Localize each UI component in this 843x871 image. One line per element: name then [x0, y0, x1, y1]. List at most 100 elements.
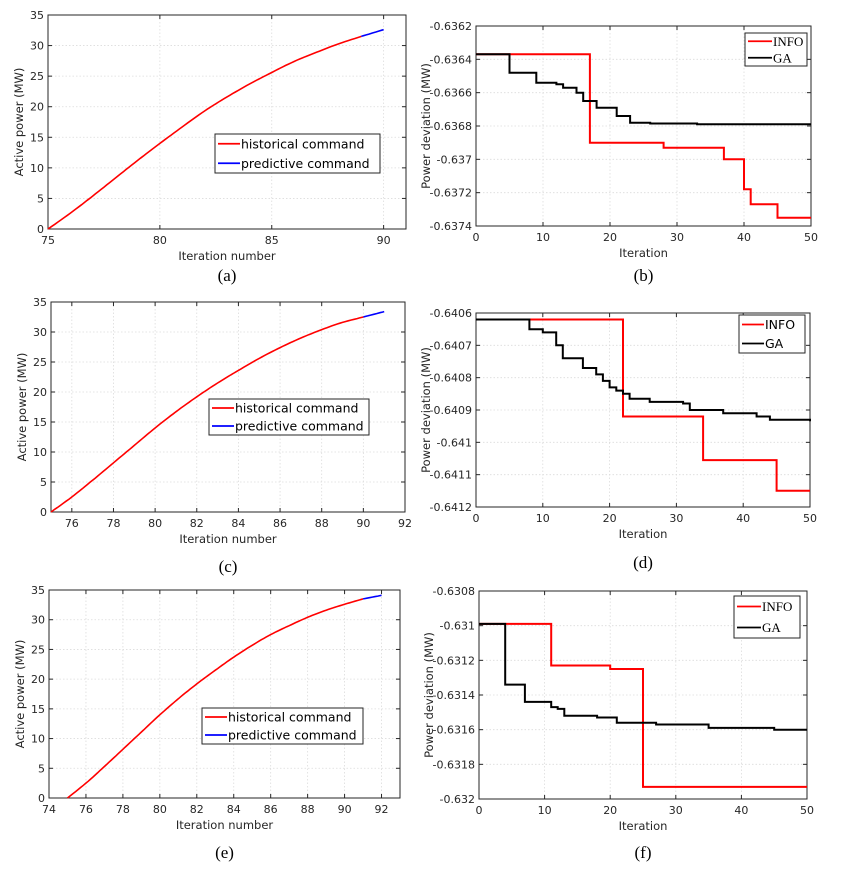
x-tick-label: 10 [536, 231, 550, 244]
y-tick-label: 30 [30, 40, 44, 53]
x-tick-label: 82 [190, 517, 204, 530]
legend-box [733, 595, 801, 639]
x-tick-label: 78 [106, 517, 120, 530]
legend-box [744, 32, 808, 67]
series-line-predictive-command [361, 28, 384, 38]
y-tick-label: 35 [33, 296, 47, 309]
y-tick-label: 35 [30, 9, 44, 22]
x-axis-label: Iteration [619, 246, 668, 260]
y-tick-label: -0.6412 [430, 501, 472, 514]
x-tick-label: 76 [79, 803, 93, 816]
series-line-historical-command [67, 598, 364, 799]
legend-label: GA [762, 620, 781, 635]
y-tick-label: 20 [30, 101, 44, 114]
x-tick-label: 0 [476, 804, 483, 817]
legend-label: INFO [773, 34, 803, 49]
y-tick-label: -0.632 [440, 793, 475, 806]
legend-label: historical command [228, 710, 351, 725]
y-axis-label: Active power (MW) [12, 68, 26, 177]
legend: historical command predictive command [208, 398, 370, 436]
y-axis-label: Power deviation (MW) [419, 347, 433, 473]
subplot-caption: (b) [634, 266, 654, 285]
y-tick-label: -0.6318 [433, 758, 475, 771]
series-line-ga [479, 622, 807, 731]
y-tick-label: 30 [31, 614, 45, 627]
subplot-f: 0 10 20 30 40 50 -0.632 -0.6318 -0.6316 -0.6314 -0… [422, 585, 814, 862]
subplot-b: 0 10 20 30 40 50 -0.6374 -0.6372 -0.637 -0.6368 -0… [419, 20, 818, 285]
subplot-caption: (f) [635, 843, 652, 862]
y-tick-label: 20 [31, 673, 45, 686]
y-tick-label: 15 [33, 416, 47, 429]
x-tick-label: 0 [473, 231, 480, 244]
subplot-caption: (a) [218, 266, 237, 285]
x-tick-label: 76 [65, 517, 79, 530]
y-tick-label: -0.6406 [430, 307, 472, 320]
series-line-info [476, 318, 810, 492]
y-tick-label: -0.6407 [430, 339, 472, 352]
legend-label: predictive command [228, 728, 357, 743]
legend-box [201, 707, 364, 745]
axes-box [48, 589, 401, 799]
x-tick-label: 86 [273, 517, 287, 530]
legend-label: historical command [235, 401, 358, 416]
x-axis-label: Iteration number [178, 249, 276, 263]
x-tick-label: 50 [800, 804, 814, 817]
subplot-caption: (e) [215, 843, 234, 862]
subplot-d: 0 10 20 30 40 50 -0.6412 -0.6411 -0.641 -0.6409 -0… [419, 307, 817, 572]
x-tick-label: 92 [398, 517, 412, 530]
y-tick-label: 30 [33, 326, 47, 339]
subplot-caption: (d) [633, 553, 653, 572]
subplot-a: 75 80 85 90 0 5 10 15 20 25 30 35 Iteration number Ac… [12, 9, 407, 285]
y-tick-label: 35 [31, 584, 45, 597]
series-line-ga [476, 318, 811, 422]
x-axis-label: Iteration [619, 527, 668, 541]
x-tick-label: 92 [375, 803, 389, 816]
legend-label: GA [773, 50, 792, 65]
y-tick-label: 15 [31, 703, 45, 716]
x-tick-label: 0 [473, 512, 480, 525]
y-axis-label: Power deviation (MW) [419, 63, 433, 189]
x-tick-label: 78 [116, 803, 130, 816]
x-tick-label: 88 [315, 517, 329, 530]
y-tick-label: -0.6308 [433, 585, 475, 598]
y-tick-label: -0.6409 [430, 404, 472, 417]
x-tick-label: 20 [603, 512, 617, 525]
series-line-predictive-command [363, 310, 385, 318]
x-tick-label: 40 [734, 804, 748, 817]
legend-label: INFO [762, 599, 792, 614]
y-tick-label: -0.6411 [430, 469, 472, 482]
x-tick-label: 10 [538, 804, 552, 817]
x-tick-label: 50 [803, 512, 817, 525]
legend-label: predictive command [235, 419, 364, 434]
y-tick-label: -0.6312 [433, 654, 475, 667]
y-tick-label: 25 [33, 356, 47, 369]
x-tick-label: 10 [536, 512, 550, 525]
legend-label: GA [765, 336, 784, 351]
y-tick-label: 0 [37, 223, 44, 236]
y-tick-label: -0.6366 [430, 87, 472, 100]
legend: historical command predictive command [201, 707, 364, 745]
y-tick-label: -0.6372 [430, 187, 472, 200]
y-tick-label: 0 [40, 506, 47, 519]
legend-box [214, 133, 381, 174]
x-tick-label: 75 [41, 234, 55, 247]
legend-label: predictive command [241, 156, 370, 171]
x-tick-label: 80 [153, 803, 167, 816]
subplot-caption: (c) [219, 557, 238, 576]
x-tick-label: 30 [669, 512, 683, 525]
legend: INFO GA [733, 595, 801, 639]
y-tick-label: -0.6364 [430, 53, 472, 66]
x-tick-label: 20 [603, 231, 617, 244]
series-line-info [479, 622, 807, 788]
x-axis-label: Iteration number [176, 818, 274, 832]
legend-label: INFO [765, 317, 795, 332]
y-tick-label: 5 [37, 192, 44, 205]
axes-box [50, 301, 406, 513]
y-tick-label: 10 [33, 446, 47, 459]
x-tick-label: 40 [736, 512, 750, 525]
x-tick-label: 90 [356, 517, 370, 530]
y-tick-label: -0.6314 [433, 689, 475, 702]
y-tick-label: 25 [30, 70, 44, 83]
y-tick-label: -0.6368 [430, 120, 472, 133]
x-tick-label: 90 [377, 234, 391, 247]
